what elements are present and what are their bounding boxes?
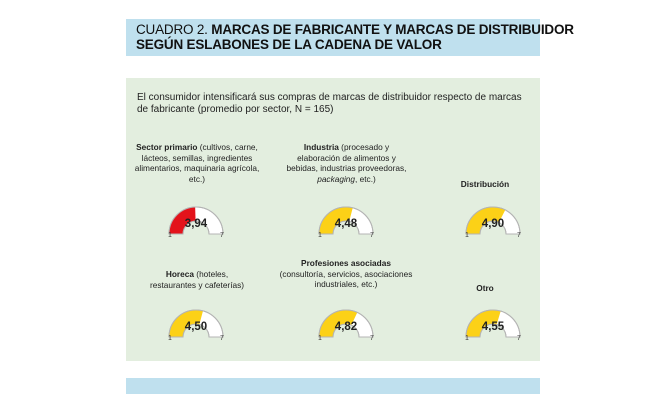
gauge-value: 4,90 <box>481 218 505 230</box>
gauge-max-label: 7 <box>370 335 374 342</box>
gauge-min-label: 1 <box>168 232 172 239</box>
label-distribucion: Distribución <box>430 179 540 190</box>
gauge-svg <box>318 309 374 338</box>
label-detail: (procesado y elaboración de alimentos y … <box>286 142 407 173</box>
label-name: Distribución <box>460 179 510 189</box>
label-name: Horeca <box>165 269 194 279</box>
label-name: Otro <box>476 283 494 293</box>
gauge-fill-arc <box>319 207 353 234</box>
title-prefix: CUADRO 2. <box>136 22 208 37</box>
label-profesiones: Profesiones asociadas (consultoría, servi… <box>276 258 416 290</box>
gauge-otro: 4,55 1 7 <box>456 300 530 346</box>
title-line-2: SEGÚN ESLABONES DE LA CADENA DE VALOR <box>136 37 442 52</box>
label-name: Sector primario <box>136 142 198 152</box>
label-horeca: Horeca (hoteles, restaurantes y cafeterí… <box>142 269 252 290</box>
gauge-horeca: 4,50 1 7 <box>159 300 233 346</box>
gauge-outline <box>318 206 374 235</box>
gauge-value: 3,94 <box>184 218 208 230</box>
label-name: Industria <box>303 142 339 152</box>
gauge-value: 4,48 <box>334 218 358 230</box>
gauge-max-label: 7 <box>517 335 521 342</box>
gauge-min-label: 1 <box>168 335 172 342</box>
gauge-svg <box>318 206 374 235</box>
gauge-outline <box>318 309 374 338</box>
gauge-svg <box>465 309 521 338</box>
gauge-fill-arc <box>169 207 196 234</box>
gauge-min-label: 1 <box>318 232 322 239</box>
intro-text: El consumidor intensificará sus compras … <box>137 92 522 115</box>
gauge-min-label: 1 <box>318 335 322 342</box>
gauge-value: 4,55 <box>481 321 505 333</box>
title-bar: CUADRO 2. MARCAS DE FABRICANTE Y MARCAS … <box>126 19 574 56</box>
gauge-fill-arc <box>169 309 203 337</box>
gauge-outline <box>168 206 224 235</box>
gauge-svg <box>168 206 224 235</box>
label-industria: Industria (procesado y elaboración de al… <box>284 142 409 184</box>
gauge-profesiones: 4,82 1 7 <box>309 300 383 346</box>
label-detail: (cultivos, carne, lácteos, semillas, ing… <box>134 142 260 184</box>
gauge-max-label: 7 <box>220 232 224 239</box>
chart-panel: El consumidor intensificará sus compras … <box>126 78 540 361</box>
label-detail: (hoteles, restaurantes y cafeterías) <box>149 269 245 290</box>
gauge-sector-primario: 3,94 1 7 <box>159 197 233 243</box>
gauge-outline <box>465 309 521 338</box>
label-sector-primario: Sector primario (cultivos, carne, lácteo… <box>132 142 262 184</box>
title-line-1: CUADRO 2. MARCAS DE FABRICANTE Y MARCAS … <box>136 23 574 37</box>
title-main: MARCAS DE FABRICANTE Y MARCAS DE DISTRIB… <box>211 22 574 37</box>
gauge-fill-arc <box>466 309 501 337</box>
label-name: Profesiones asociadas <box>301 258 391 268</box>
gauge-min-label: 1 <box>465 232 469 239</box>
label-detail: (consultoría, servicios, asociaciones in… <box>279 268 413 290</box>
label-detail-italic: packaging <box>317 173 356 184</box>
gauge-svg <box>168 309 224 338</box>
gauge-distribucion: 4,90 1 7 <box>456 197 530 243</box>
gauge-max-label: 7 <box>370 232 374 239</box>
gauge-max-label: 7 <box>517 232 521 239</box>
gauge-value: 4,50 <box>184 321 208 333</box>
gauge-max-label: 7 <box>220 335 224 342</box>
gauge-value: 4,82 <box>334 321 358 333</box>
gauge-outline <box>168 309 224 338</box>
label-detail-end: , etc.) <box>355 173 376 184</box>
gauge-outline <box>465 206 521 235</box>
gauge-min-label: 1 <box>465 335 469 342</box>
gauge-svg <box>465 206 521 235</box>
bottom-bar <box>126 378 540 394</box>
gauge-industria: 4,48 1 7 <box>309 197 383 243</box>
label-otro: Otro <box>430 283 540 294</box>
